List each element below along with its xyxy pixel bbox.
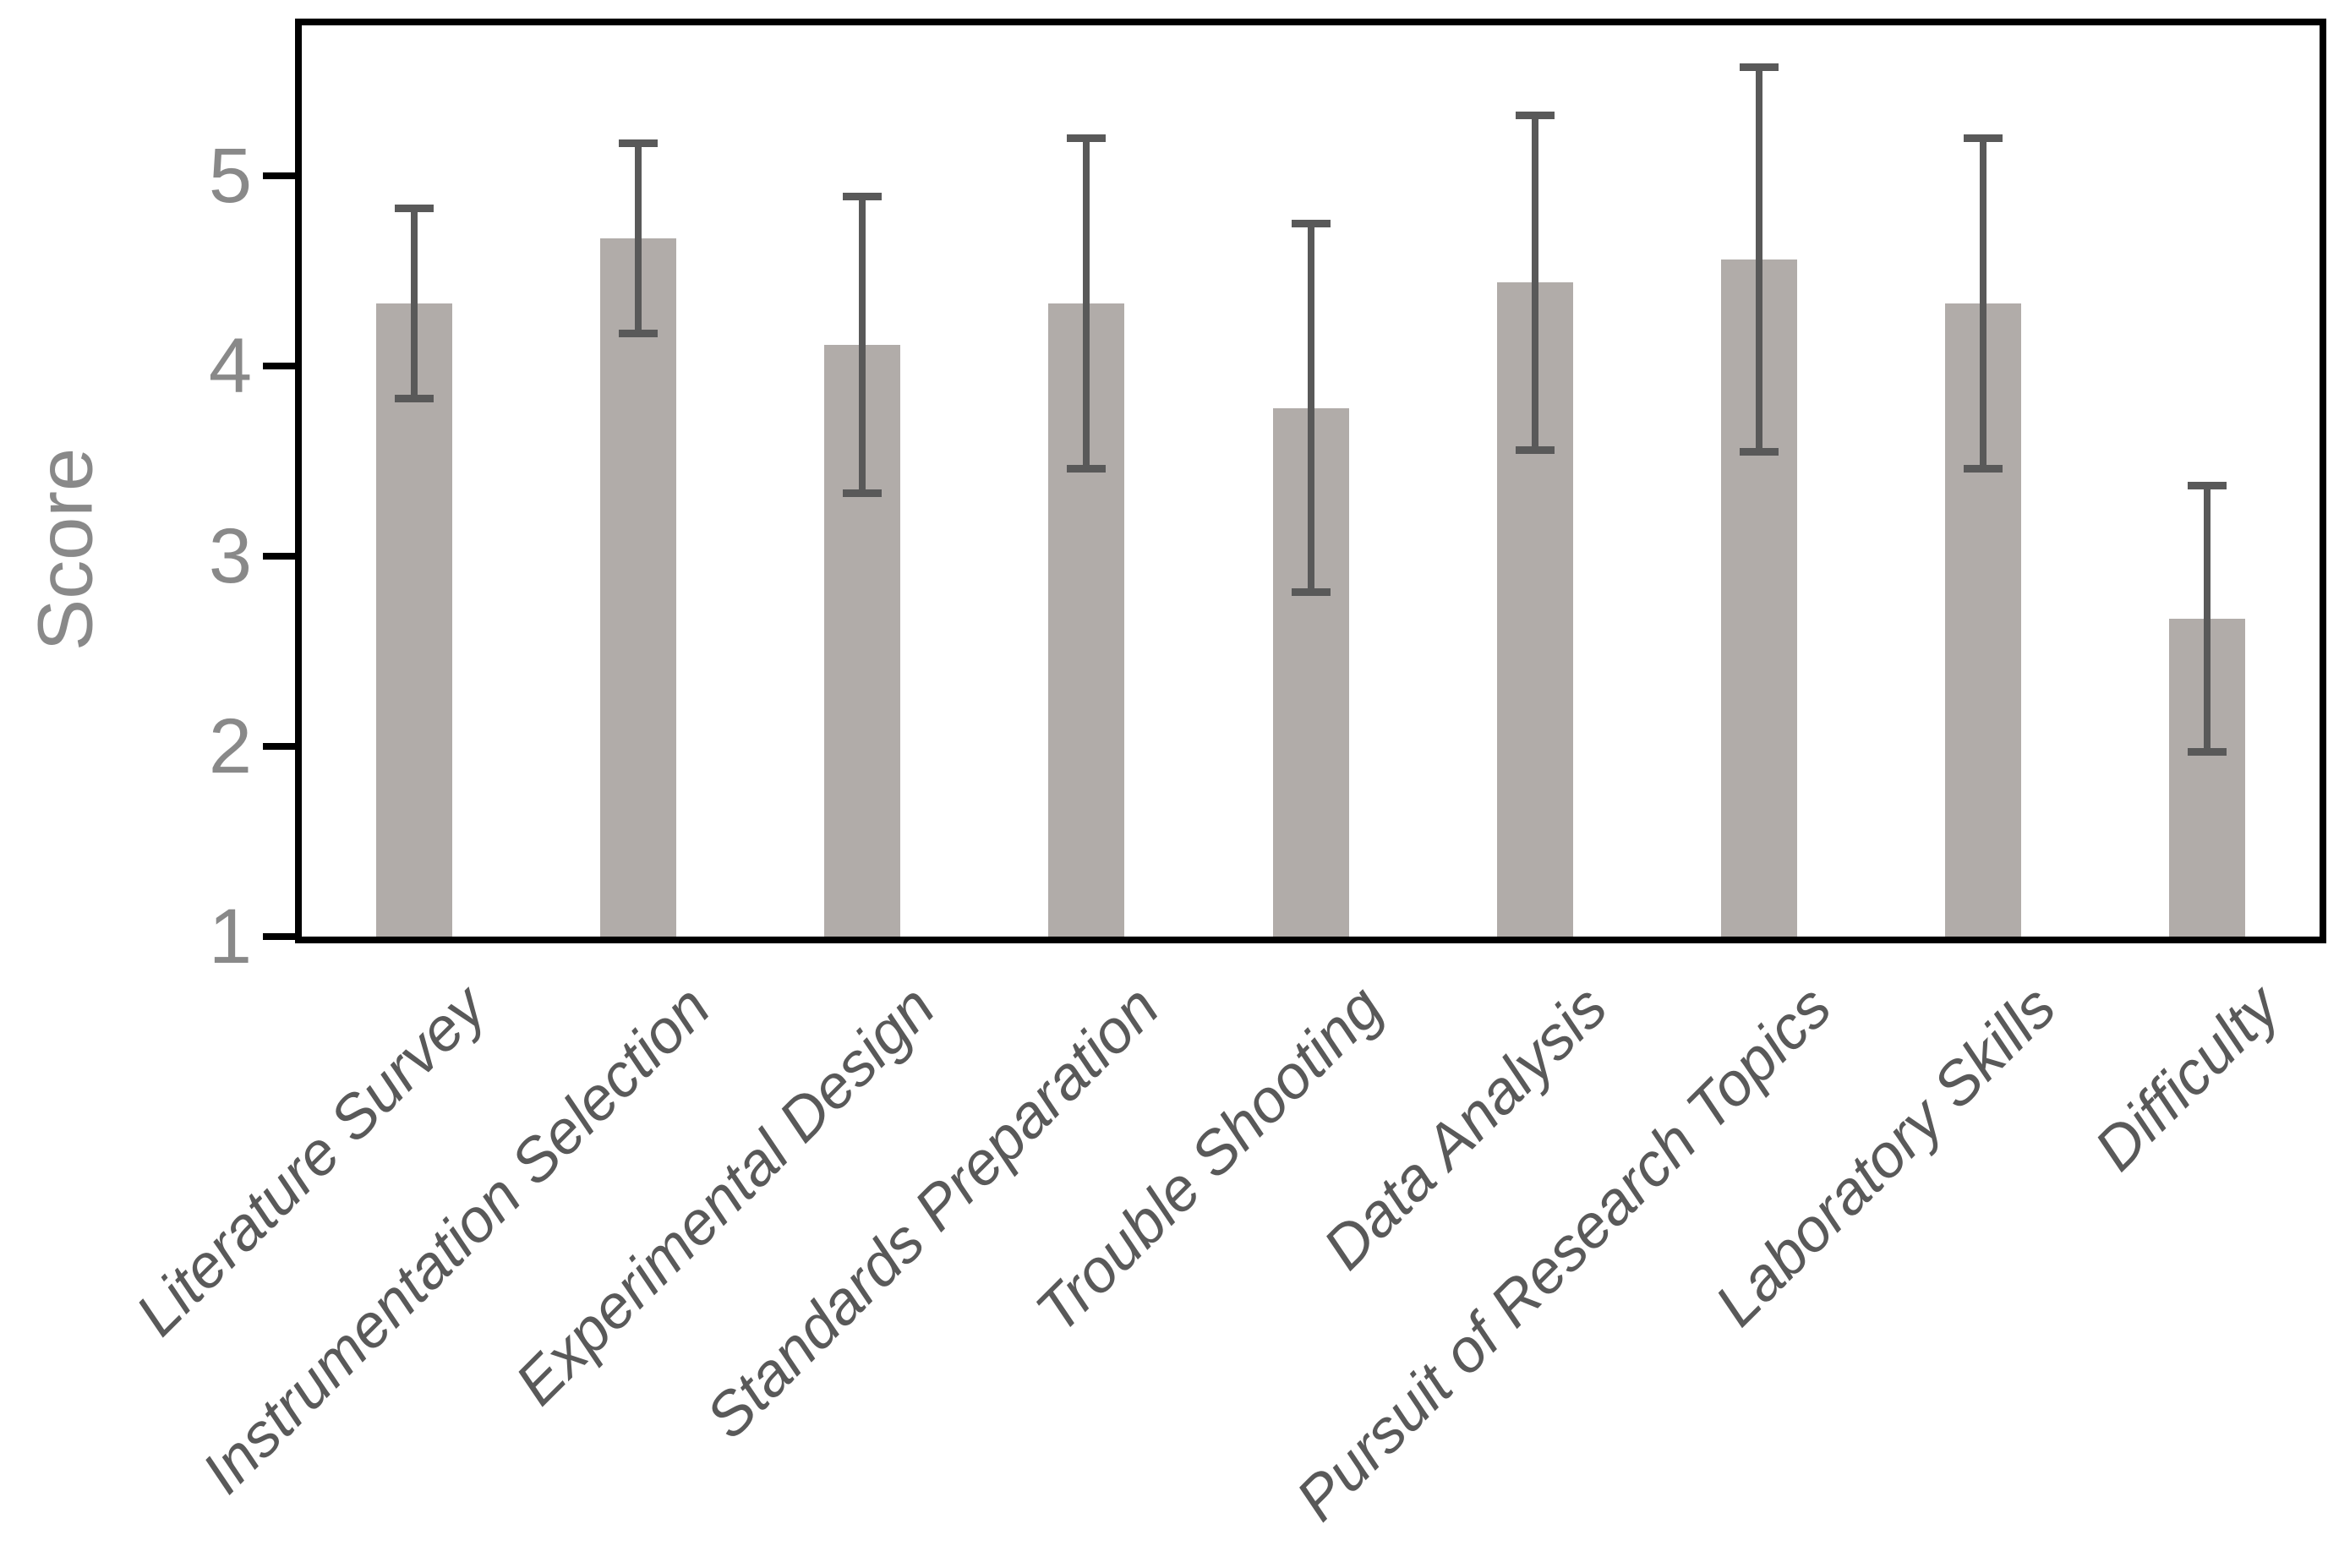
error-bar-cap [394,204,434,212]
error-bar-line [1755,67,1762,452]
error-bar-cap [843,489,883,498]
error-bar-cap [843,193,883,201]
category-label: Experimental Design [502,973,948,1418]
error-bar-line [1307,223,1314,593]
y-tick-mark [263,172,302,179]
y-tick-label: 5 [208,133,252,219]
error-bar-cap [2188,482,2227,490]
error-bar-line [2204,485,2211,752]
error-bar-line [859,196,866,494]
error-bar-cap [2188,748,2227,757]
y-tick-mark [263,553,302,560]
y-tick-label: 1 [208,893,252,980]
error-bar-cap [1291,588,1331,597]
error-bar-cap [1067,134,1107,142]
error-bar-cap [1739,63,1779,72]
y-tick-label: 3 [208,513,252,599]
y-tick-mark [263,933,302,940]
error-bar-line [1531,115,1538,450]
error-bar-cap [394,394,434,402]
category-label: Difficulty [2082,973,2293,1184]
error-bar-cap [1515,445,1555,454]
y-tick-mark [263,743,302,750]
bar [375,303,452,937]
bar [599,238,676,937]
error-bar-line [634,143,642,334]
error-bar-cap [1291,219,1331,227]
error-bar-line [410,208,418,399]
category-label: Standards Preparation [693,973,1172,1452]
error-bar-cap [1964,134,2003,142]
error-bar-cap [1964,465,2003,473]
error-bar-line [1083,138,1090,469]
y-tick-label: 2 [208,703,252,789]
y-tick-label: 4 [208,323,252,409]
error-bar-line [1980,138,1987,469]
error-bar-cap [618,330,658,338]
error-bar-cap [1515,111,1555,119]
error-bar-cap [618,139,658,148]
plot-area [295,19,2326,943]
error-bar-cap [1067,465,1107,473]
error-bar-cap [1739,447,1779,456]
y-tick-mark [263,363,302,369]
